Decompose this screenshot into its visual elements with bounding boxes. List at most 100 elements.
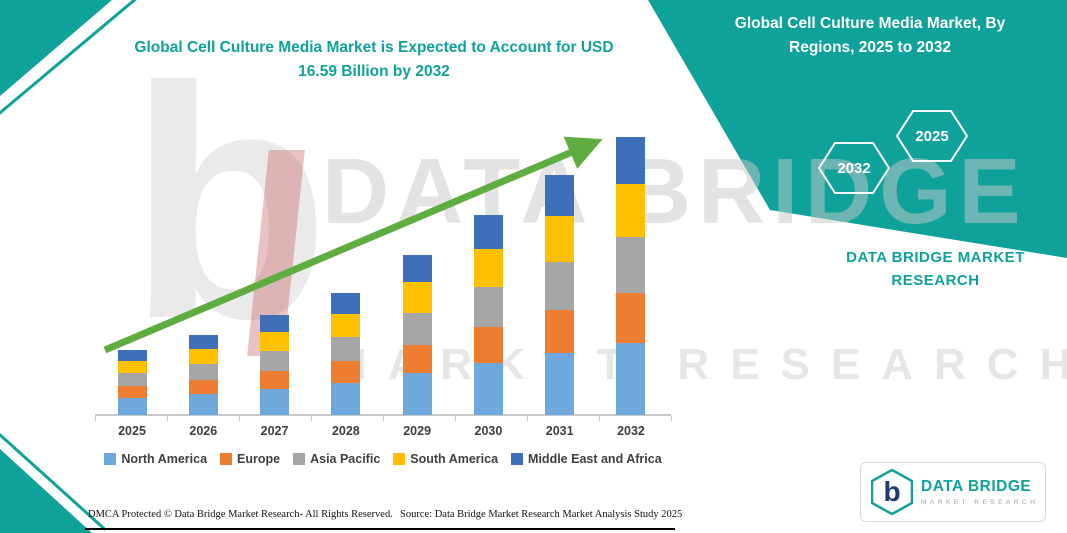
axis-tick [599,416,600,421]
bar-2030 [473,215,503,415]
bar-segment-south-america [473,249,503,288]
bar-segment-middle-east-and-africa [615,137,645,185]
legend-swatch-icon [293,453,306,465]
bar-segment-europe [615,292,645,343]
trend-arrow [103,136,603,354]
banner-title-line1: Global Cell Culture Media Market, By [734,15,1006,32]
dmca-notice: DMCA Protected © Data Bridge Market Rese… [88,509,393,520]
bar-segment-middle-east-and-africa [118,349,147,361]
x-tick-label-2029: 2029 [403,424,432,438]
axis-tick [95,416,96,421]
legend-label: Middle East and Africa [528,452,662,466]
hexagon-badge-2025: 2025 [896,110,968,162]
chart-title-line2: 16.59 Billion by 2032 [298,63,450,81]
bar-segment-asia-pacific [473,287,503,328]
bar-segment-asia-pacific [189,363,219,380]
bar-segment-south-america [544,216,574,262]
bar-segment-europe [544,309,574,353]
axis-tick [239,416,240,421]
bar-segment-europe [473,327,503,364]
chart-title: Global Cell Culture Media Market is Expe… [100,36,648,84]
bar-segment-asia-pacific [260,351,290,372]
bar-segment-south-america [331,313,361,337]
bar-segment-south-america [615,184,645,238]
bar-segment-north-america [544,352,574,415]
x-axis-line [95,414,671,416]
bar-segment-south-america [260,332,290,352]
x-tick-label-2030: 2030 [474,424,503,438]
axis-tick [311,416,312,421]
axis-tick [527,416,528,421]
bar-2032 [615,137,645,415]
axis-tick [383,416,384,421]
bar-segment-middle-east-and-africa [473,215,503,250]
x-axis-labels: 2025 2026 2027 2028 2029 2030 2031 2032 [104,424,659,438]
bar-segment-europe [402,344,432,374]
bar-segment-middle-east-and-africa [331,292,361,314]
logo-subtitle: MARKET RESEARCH [921,499,1039,506]
chart-title-line1: Global Cell Culture Media Market is Expe… [134,39,614,56]
x-tick-label-2028: 2028 [331,424,360,438]
bar-segment-north-america [118,398,147,415]
logo-name: DATA BRIDGE [921,478,1032,495]
legend-item-middle-east-and-africa: Middle East and Africa [511,452,662,466]
logo-hexagon-icon: b [871,469,913,515]
x-tick-label-2031: 2031 [545,424,574,438]
bar-segment-north-america [260,389,290,415]
bar-2027 [260,315,290,415]
bar-segment-middle-east-and-africa [544,175,574,217]
bar-segment-south-america [189,348,219,364]
chart-legend: North America Europe Asia Pacific South Ame… [88,452,678,466]
legend-swatch-icon [104,453,117,465]
legend-label: North America [121,452,208,466]
bar-segment-middle-east-and-africa [260,315,290,333]
legend-item-south-america: South America [393,452,498,466]
bar-segment-south-america [118,360,147,374]
bars [118,125,645,415]
hexagon-year-label: 2025 [915,127,949,145]
axis-tick [167,416,168,421]
legend-item-asia-pacific: Asia Pacific [293,452,380,466]
hexagon-outline-icon [896,110,968,162]
brand-text-block: DATA BRIDGE MARKET RESEARCH [838,246,1033,293]
hexagon-year-label: 2032 [837,159,871,177]
bar-2028 [331,292,361,415]
x-tick-label-2025: 2025 [118,424,146,438]
legend-swatch-icon [393,453,406,465]
x-tick-label-2026: 2026 [189,424,218,438]
brand-text-line1: DATA BRIDGE MARKET [846,249,1025,266]
bottom-left-corner-shape [0,449,92,533]
legend-label: South America [410,452,499,466]
bar-segment-north-america [615,342,645,415]
legend-item-europe: Europe [220,452,280,466]
logo-text: DATA BRIDGE MARKET RESEARCH [921,478,1038,506]
footer-divider-line [85,528,675,530]
bar-segment-asia-pacific [118,373,147,387]
top-left-corner-shape [0,0,112,96]
bar-segment-asia-pacific [331,336,361,362]
bar-2026 [189,335,219,415]
bar-segment-north-america [473,363,503,415]
legend-label: Europe [237,452,281,466]
brand-text-line2: RESEARCH [891,272,980,290]
banner-title-line2: Regions, 2025 to 2032 [789,39,951,57]
bar-segment-europe [331,361,361,384]
hexagon-outline-icon [818,142,890,194]
legend-label: Asia Pacific [310,452,381,466]
bar-segment-middle-east-and-africa [402,255,432,283]
bar-2031 [544,175,574,415]
bar-segment-north-america [331,383,361,415]
bar-segment-asia-pacific [615,237,645,293]
bar-segment-asia-pacific [402,312,432,345]
legend-swatch-icon [220,453,233,465]
x-tick-label-2032: 2032 [617,424,645,438]
hexagon-outline-icon [871,469,913,515]
bar-segment-south-america [402,282,432,313]
bar-segment-north-america [402,373,432,415]
logo-b-letter: b [883,476,901,507]
bar-2025 [118,349,147,415]
bar-segment-europe [260,371,290,389]
source-note: Source: Data Bridge Market Research Mark… [400,509,683,520]
bar-segment-north-america [189,394,219,415]
